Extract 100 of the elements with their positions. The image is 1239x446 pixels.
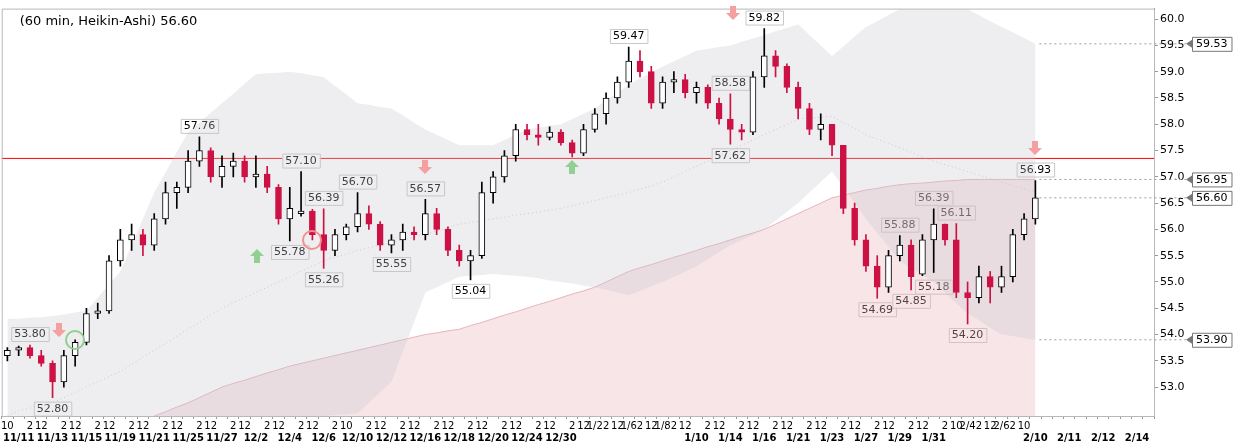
annotation: 56.57 — [409, 181, 442, 195]
x-tick-label: 2 — [94, 419, 101, 431]
annotation: 54.69 — [861, 302, 893, 316]
x-tick-label: 12 — [611, 419, 624, 431]
annotation: 57.10 — [285, 153, 317, 167]
annotation: 55.26 — [307, 272, 340, 286]
annotation: 56.60 — [1196, 191, 1228, 205]
x-tick-label: 12 — [68, 419, 82, 431]
annotation: 56.93 — [1019, 162, 1052, 176]
x-tick-label: 12/16 — [409, 432, 442, 444]
x-tick-label: 2 — [569, 419, 576, 431]
x-tick-label: 12 — [170, 419, 184, 431]
x-tick-label: 2 — [738, 419, 745, 431]
x-tick-label: 12 — [746, 419, 760, 431]
x-tick-label: 2/11 — [1057, 432, 1082, 444]
x-tick-label: 11/15 — [70, 432, 103, 444]
x-tick-label: 12/30 — [545, 432, 577, 444]
annotation: 55.88 — [884, 218, 916, 232]
annotation: 54.20 — [951, 328, 984, 342]
x-tick-label: 2 — [636, 419, 644, 431]
x-tick-label: 2 — [806, 419, 813, 431]
x-tick-label: 1/14 — [718, 432, 743, 444]
x-tick-label: 2 — [501, 419, 508, 431]
annotation: 59.82 — [748, 10, 781, 24]
x-tick-label: 2 — [331, 419, 339, 431]
candlestick — [173, 181, 181, 209]
x-tick-label: 1/16 — [751, 432, 777, 444]
x-tick-label: 1/10 — [684, 432, 709, 444]
x-tick-label: 2/14 — [1124, 432, 1150, 444]
annotation: 56.95 — [1196, 172, 1228, 186]
x-tick-label: 12 — [102, 419, 116, 431]
x-tick-label: 1/31 — [921, 432, 947, 444]
x-tick-label: 12/10 — [341, 432, 374, 444]
x-tick-label: 11/11 — [2, 432, 35, 444]
x-tick-label: 12 — [814, 419, 828, 431]
x-tick-label: 12 — [306, 419, 319, 431]
x-tick-label: 12 — [373, 419, 387, 431]
x-tick-label: 12/24 — [511, 432, 543, 444]
x-tick-label: 11/13 — [36, 432, 69, 444]
candlestick — [229, 152, 237, 178]
x-tick-label: 1/29 — [887, 432, 913, 444]
x-tick-label: 1/27 — [853, 432, 879, 444]
x-tick-label: 2 — [704, 419, 711, 431]
x-tick-label: 1/23 — [819, 432, 845, 444]
annotation: 58.58 — [714, 76, 747, 90]
x-tick-label: 12 — [407, 419, 421, 431]
x-tick-label: 2 — [196, 419, 203, 431]
x-tick-label: 2 — [670, 419, 678, 431]
x-tick-label: 2 — [602, 419, 610, 431]
x-tick-label: 10 — [339, 419, 353, 431]
annotation: 55.78 — [274, 245, 306, 259]
x-tick-label: 11/25 — [172, 432, 204, 444]
candlestick — [534, 123, 542, 146]
x-tick-label: 2 — [162, 419, 169, 431]
annotation: 57.76 — [183, 119, 216, 133]
x-tick-label: 12 — [272, 419, 285, 431]
x-tick-label: 2 — [26, 419, 34, 431]
y-tick-label: 55.0 — [1160, 274, 1185, 288]
y-tick-label: 58.5 — [1160, 90, 1185, 104]
x-tick-label: 2 — [60, 419, 68, 431]
x-tick-label: 12 — [136, 419, 150, 431]
x-tick-label: 12/18 — [443, 432, 476, 444]
y-tick-label: 55.5 — [1160, 248, 1185, 262]
x-tick-label: 12 — [509, 419, 523, 431]
x-tick-label: 11/27 — [206, 432, 238, 444]
x-tick-label: 12 — [577, 419, 590, 431]
x-tick-label: 2 — [975, 419, 983, 431]
x-tick-label: 10 — [1017, 419, 1031, 431]
x-tick-label: 1/21 — [785, 432, 811, 444]
x-tick-label: 12 — [238, 419, 251, 431]
x-tick-label: 2 — [297, 419, 305, 431]
x-tick-label: 2 — [874, 419, 881, 431]
y-tick-label: 59.0 — [1160, 64, 1185, 78]
chart-title: (60 min, Heikin-Ashi) 56.60 — [19, 12, 198, 28]
x-tick-label: 12 — [712, 419, 726, 431]
y-tick-label: 57.5 — [1160, 143, 1185, 157]
x-tick-label: 2 — [433, 419, 440, 431]
x-tick-label: 2/12 — [1090, 432, 1116, 444]
annotation: 55.18 — [917, 280, 950, 293]
annotation: 52.80 — [36, 401, 69, 415]
annotation: 53.80 — [14, 327, 46, 341]
annotation: 56.39 — [917, 191, 950, 205]
x-tick-label: 2 — [941, 419, 949, 431]
x-tick-label: 12 — [543, 419, 556, 431]
annotation: 53.90 — [1196, 333, 1228, 347]
x-tick-label: 12/2 — [243, 432, 269, 444]
x-tick-label: 12 — [441, 419, 455, 431]
x-tick-label: 11/19 — [104, 432, 137, 444]
x-tick-label: 2 — [1009, 419, 1016, 431]
y-tick-label: 60.0 — [1160, 11, 1185, 25]
annotation: 56.11 — [940, 205, 973, 219]
annotation: 54.85 — [895, 294, 927, 308]
x-tick-label: 12/4 — [277, 432, 303, 444]
x-tick-label: 2 — [365, 419, 373, 431]
x-tick-label: 12 — [848, 419, 861, 431]
annotation: 59.53 — [1196, 37, 1228, 51]
annotation: 59.47 — [612, 29, 645, 43]
y-tick-label: 53.5 — [1160, 353, 1185, 367]
candlestick — [286, 187, 294, 242]
y-tick-label: 59.5 — [1160, 38, 1185, 52]
